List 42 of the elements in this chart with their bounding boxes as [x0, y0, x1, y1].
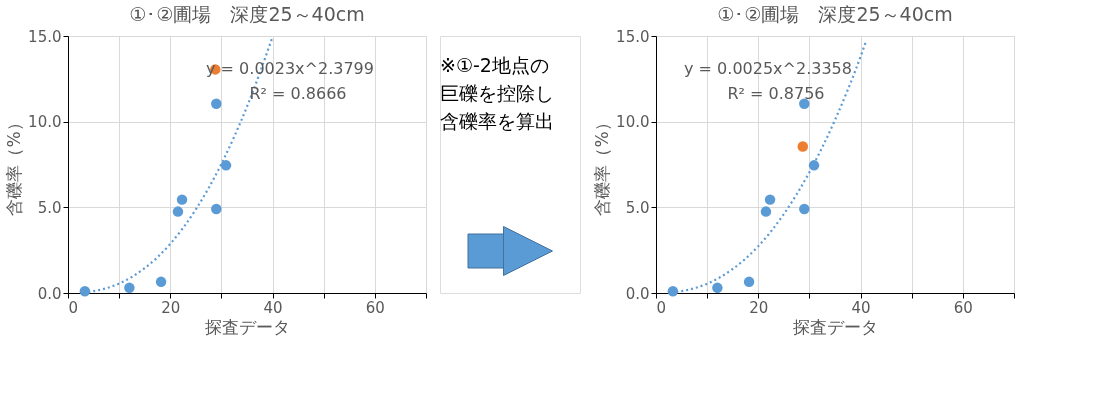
point: [211, 203, 222, 215]
point: [220, 160, 232, 171]
point: [764, 194, 776, 205]
point: [712, 282, 723, 294]
point: [176, 194, 188, 205]
x-tick-label: 0: [68, 298, 79, 317]
text: ※①-2地点の: [440, 54, 549, 76]
x-axis-title: 探査データ: [793, 316, 878, 337]
x-axis-title: 探査データ: [205, 316, 290, 337]
text: 含礫率を算出: [440, 110, 554, 132]
point: [124, 282, 135, 294]
point: [799, 98, 810, 109]
point: [760, 206, 772, 217]
y-axis-title: 含礫率（%）: [592, 114, 613, 216]
annotation: R² = 0.8756: [727, 84, 825, 103]
text: 巨礫を控除し: [440, 82, 554, 104]
x-tick-label: 40: [851, 298, 871, 317]
x-tick-label: 60: [953, 298, 973, 317]
y-tick-label: 10.0: [616, 113, 650, 132]
x-tick-label: 20: [161, 298, 181, 317]
chart-title: ①･②圃場 深度25～40cm: [717, 3, 953, 25]
point: [211, 98, 222, 109]
point: [799, 203, 810, 215]
point: [172, 206, 184, 217]
point: [797, 141, 809, 152]
y-tick-label: 0.0: [37, 284, 62, 303]
y-tick-label: 15.0: [616, 27, 650, 46]
annotation: R² = 0.8666: [249, 84, 347, 103]
y-tick-label: 0.0: [625, 284, 650, 303]
x-tick-label: 20: [749, 298, 769, 317]
y-axis-title: 含礫率（%）: [4, 114, 25, 216]
chart-title: ①･②圃場 深度25～40cm: [129, 3, 365, 25]
y-tick-label: 5.0: [37, 198, 62, 217]
point: [155, 276, 167, 288]
y-tick-label: 15.0: [28, 27, 62, 46]
y-tick-label: 10.0: [28, 113, 62, 132]
annotation: y = 0.0025x^2.3358: [684, 59, 852, 78]
y-tick-label: 5.0: [625, 198, 650, 217]
x-tick-label: 40: [263, 298, 283, 317]
point: [743, 276, 755, 288]
x-tick-label: 60: [365, 298, 385, 317]
x-tick-label: 0: [656, 298, 667, 317]
